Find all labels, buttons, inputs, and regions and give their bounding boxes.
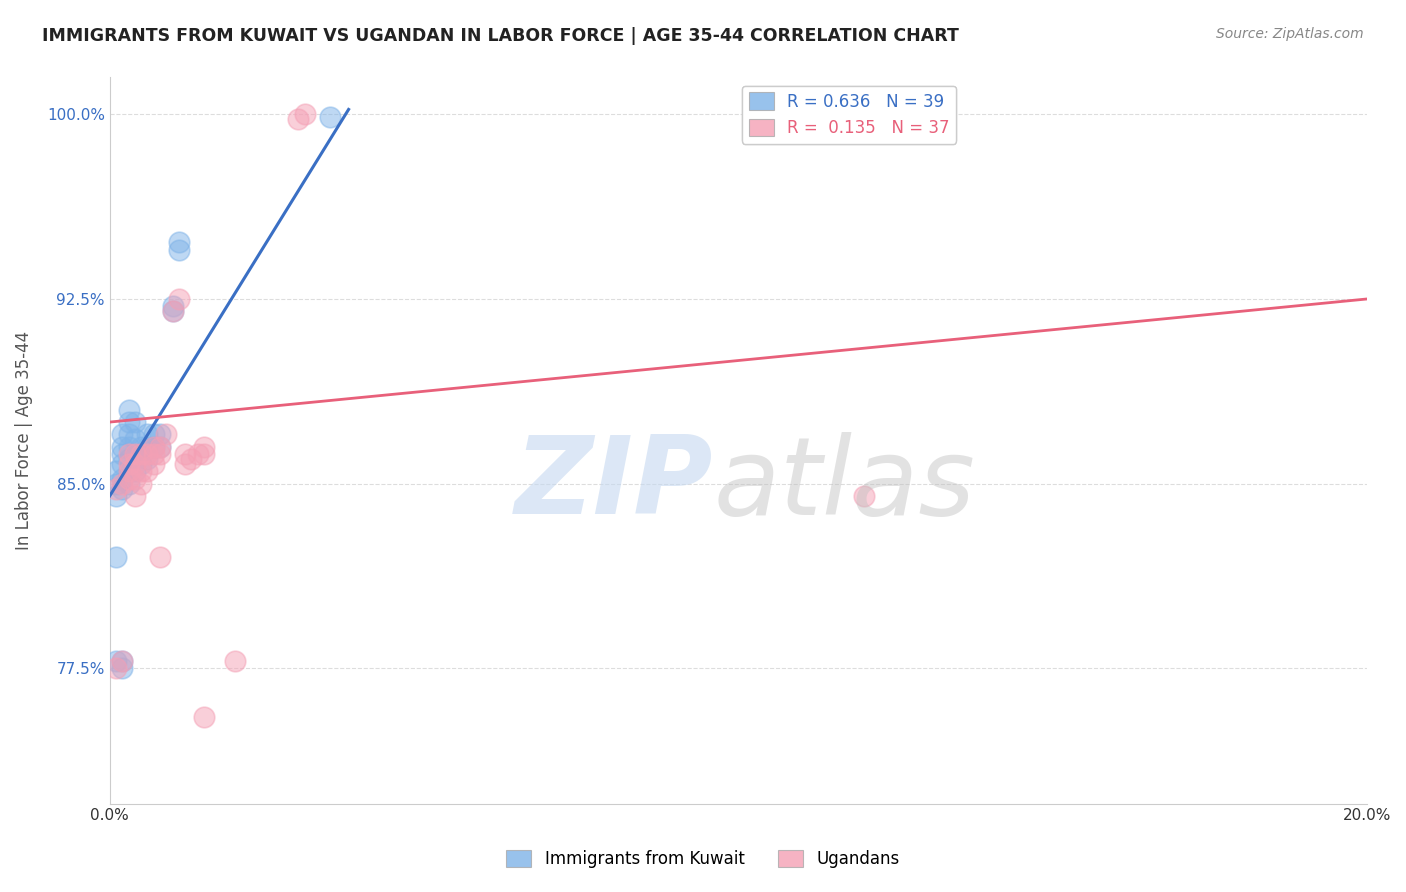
Point bbox=[149, 447, 172, 461]
Point bbox=[149, 427, 172, 442]
Point bbox=[136, 452, 159, 467]
Point bbox=[136, 464, 159, 478]
Point bbox=[136, 427, 159, 442]
Point bbox=[117, 464, 139, 478]
Point bbox=[129, 464, 152, 478]
Y-axis label: In Labor Force | Age 35-44: In Labor Force | Age 35-44 bbox=[15, 331, 32, 550]
Text: atlas: atlas bbox=[713, 432, 974, 537]
Point bbox=[111, 440, 134, 454]
Point bbox=[142, 427, 165, 442]
Point bbox=[129, 457, 152, 471]
Point bbox=[287, 112, 309, 127]
Legend: Immigrants from Kuwait, Ugandans: Immigrants from Kuwait, Ugandans bbox=[499, 843, 907, 875]
Point bbox=[124, 464, 146, 478]
Point bbox=[129, 447, 152, 461]
Point bbox=[111, 482, 134, 496]
Point bbox=[167, 292, 190, 306]
Point bbox=[187, 447, 209, 461]
Point bbox=[155, 427, 177, 442]
Text: Source: ZipAtlas.com: Source: ZipAtlas.com bbox=[1216, 27, 1364, 41]
Point bbox=[105, 489, 128, 503]
Point bbox=[111, 654, 134, 668]
Point bbox=[105, 464, 128, 478]
Point bbox=[129, 447, 152, 461]
Point bbox=[117, 415, 139, 429]
Point bbox=[142, 440, 165, 454]
Point bbox=[111, 661, 134, 675]
Point bbox=[124, 472, 146, 486]
Point bbox=[174, 447, 197, 461]
Point bbox=[167, 235, 190, 250]
Point bbox=[167, 243, 190, 257]
Point bbox=[105, 482, 128, 496]
Text: IMMIGRANTS FROM KUWAIT VS UGANDAN IN LABOR FORCE | AGE 35-44 CORRELATION CHART: IMMIGRANTS FROM KUWAIT VS UGANDAN IN LAB… bbox=[42, 27, 959, 45]
Point bbox=[124, 447, 146, 461]
Point bbox=[111, 476, 134, 491]
Text: ZIP: ZIP bbox=[515, 431, 713, 537]
Point bbox=[111, 472, 134, 486]
Point bbox=[853, 489, 876, 503]
Point bbox=[162, 304, 184, 318]
Point bbox=[117, 447, 139, 461]
Point bbox=[124, 415, 146, 429]
Point bbox=[117, 472, 139, 486]
Point bbox=[136, 440, 159, 454]
Point bbox=[124, 432, 146, 446]
Point bbox=[193, 440, 215, 454]
Point bbox=[105, 550, 128, 565]
Point bbox=[117, 427, 139, 442]
Point bbox=[124, 489, 146, 503]
Point bbox=[149, 550, 172, 565]
Point bbox=[224, 654, 246, 668]
Point bbox=[111, 457, 134, 471]
Point bbox=[193, 710, 215, 724]
Point bbox=[319, 110, 342, 124]
Point bbox=[180, 452, 202, 467]
Point bbox=[105, 654, 128, 668]
Point bbox=[162, 304, 184, 318]
Point bbox=[111, 447, 134, 461]
Legend: R = 0.636   N = 39, R =  0.135   N = 37: R = 0.636 N = 39, R = 0.135 N = 37 bbox=[742, 86, 956, 144]
Point bbox=[117, 452, 139, 467]
Point bbox=[149, 440, 172, 454]
Point bbox=[149, 440, 172, 454]
Point bbox=[105, 661, 128, 675]
Point bbox=[142, 447, 165, 461]
Point bbox=[142, 440, 165, 454]
Point bbox=[124, 447, 146, 461]
Point bbox=[129, 440, 152, 454]
Point bbox=[117, 457, 139, 471]
Point bbox=[117, 464, 139, 478]
Point bbox=[111, 654, 134, 668]
Point bbox=[162, 299, 184, 313]
Point bbox=[124, 457, 146, 471]
Point bbox=[294, 107, 316, 121]
Point bbox=[142, 457, 165, 471]
Point bbox=[193, 447, 215, 461]
Point bbox=[117, 402, 139, 417]
Point bbox=[117, 440, 139, 454]
Point bbox=[129, 476, 152, 491]
Point bbox=[117, 476, 139, 491]
Point bbox=[174, 457, 197, 471]
Point bbox=[105, 476, 128, 491]
Point bbox=[136, 447, 159, 461]
Point bbox=[111, 427, 134, 442]
